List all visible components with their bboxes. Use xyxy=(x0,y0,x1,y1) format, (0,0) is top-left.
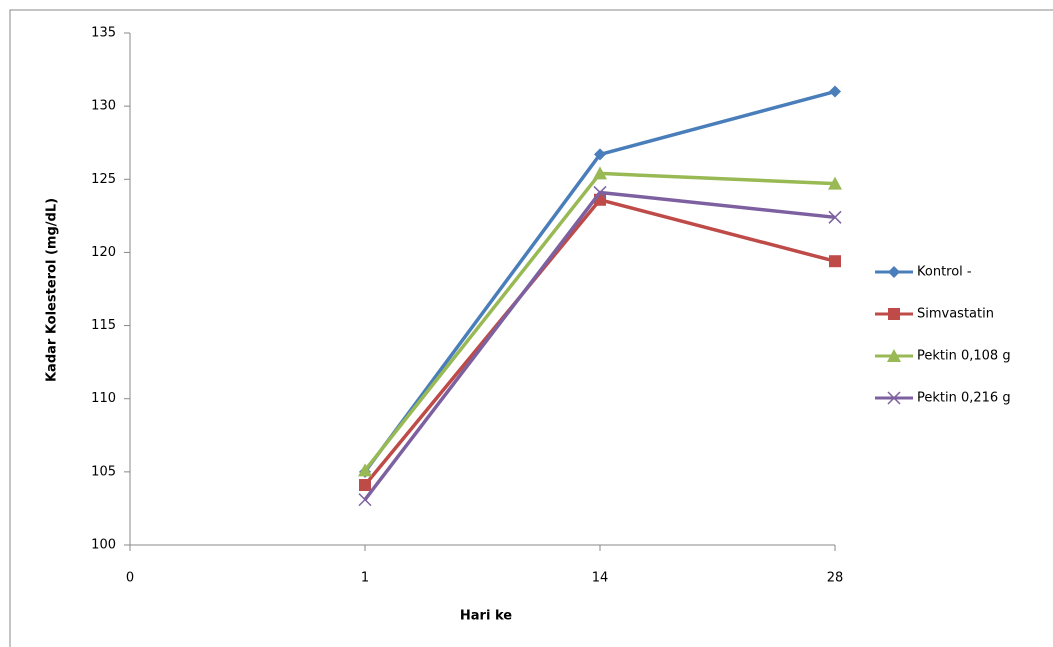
legend-label: Kontrol - xyxy=(917,265,972,280)
y-tick-label: 130 xyxy=(91,99,116,114)
data-point xyxy=(359,479,371,491)
x-tick-label: 28 xyxy=(827,571,844,586)
y-tick-label: 100 xyxy=(91,538,116,553)
legend-label: Pektin 0,216 g xyxy=(917,391,1011,406)
data-point xyxy=(829,255,841,267)
y-axis-title: Kadar Kolesterol (mg/dL) xyxy=(45,198,60,382)
legend-label: Simvastatin xyxy=(917,307,994,322)
x-axis-title: Hari ke xyxy=(460,609,512,624)
x-tick-label: 1 xyxy=(361,571,369,586)
y-tick-label: 125 xyxy=(91,172,116,187)
chart: Hari ke Kadar Kolesterol (mg/dL) 100 105 1… xyxy=(0,0,1053,647)
y-tick-label: 135 xyxy=(91,26,116,41)
y-tick-label: 120 xyxy=(91,245,116,260)
y-tick-label: 115 xyxy=(91,318,116,333)
x-tick-label: 0 xyxy=(126,571,134,586)
background xyxy=(0,0,1053,647)
y-tick-label: 105 xyxy=(91,464,116,479)
y-tick-label: 110 xyxy=(91,391,116,406)
legend-label: Pektin 0,108 g xyxy=(917,349,1011,364)
x-tick-label: 14 xyxy=(592,571,609,586)
legend-marker xyxy=(888,308,900,320)
